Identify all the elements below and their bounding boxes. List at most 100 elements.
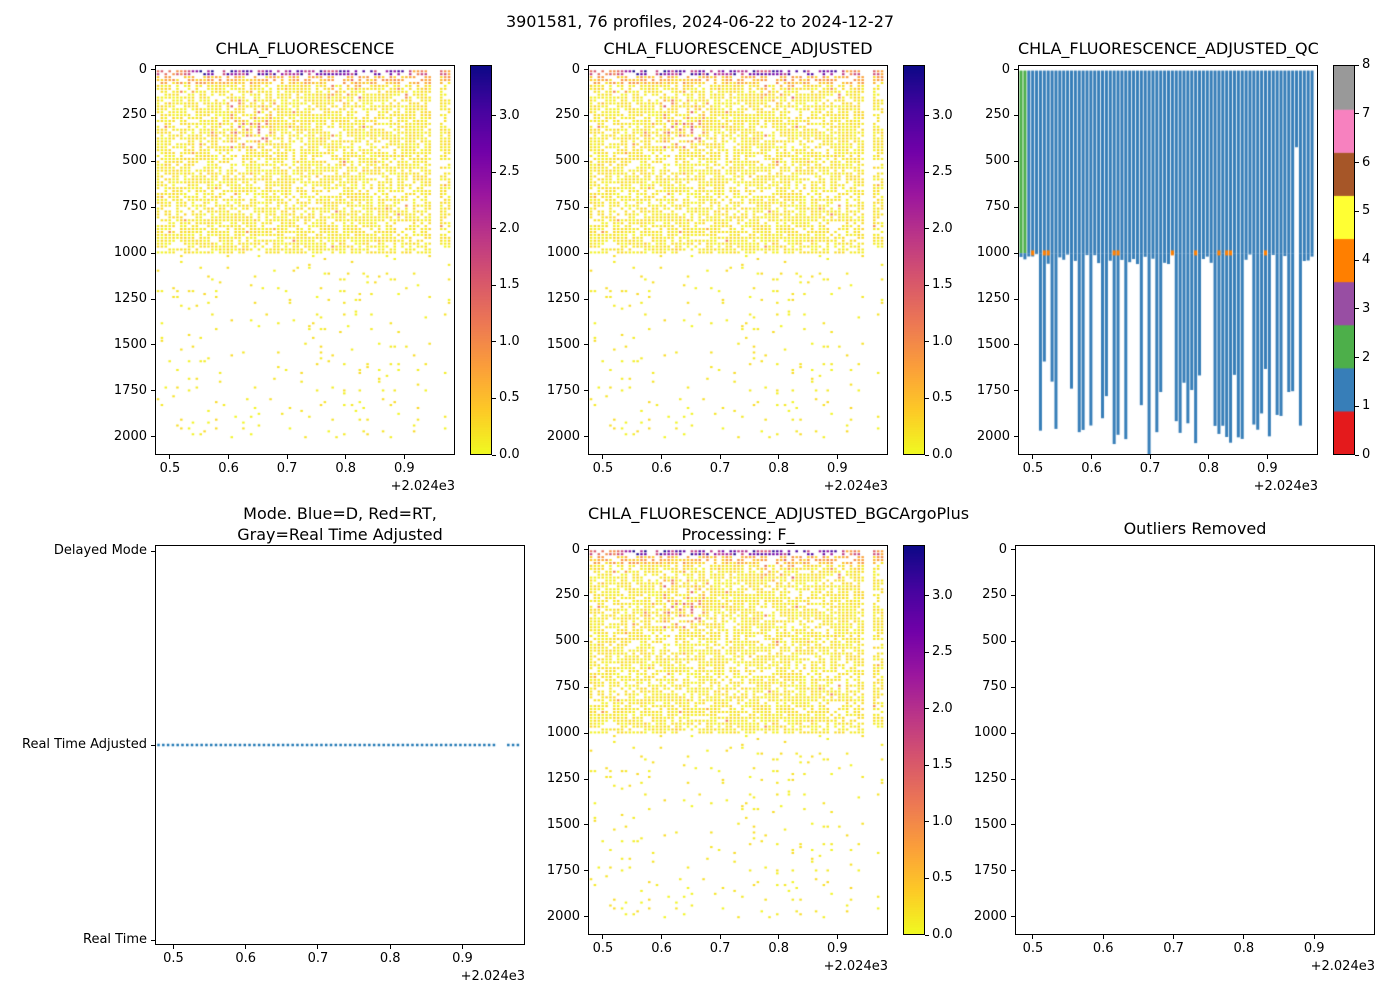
y-tick-label: 750 <box>122 199 147 215</box>
colorbar-tick-label: 1.5 <box>932 277 953 293</box>
y-tick <box>1011 686 1015 688</box>
x-axis-offset-label: +2.024e3 <box>823 959 888 974</box>
x-tick-label: 0.6 <box>235 951 257 966</box>
colorbar-tick-label: 0.5 <box>932 870 953 886</box>
y-tick-label: 2000 <box>113 428 147 444</box>
colorbar-tick-label: 0 <box>1362 447 1371 462</box>
y-tick-label: 1750 <box>113 382 147 398</box>
outliers-removed-canvas <box>1016 546 1374 934</box>
x-tick <box>1032 935 1034 939</box>
y-tick <box>584 594 588 596</box>
x-tick-label: 0.6 <box>1092 941 1114 956</box>
colorbar-tick <box>1355 357 1359 358</box>
colorbar-tick <box>925 877 929 879</box>
y-tick-label: Real Time <box>83 932 147 947</box>
colorbar-tick <box>1355 210 1359 212</box>
y-tick-label: 1500 <box>546 816 580 832</box>
colorbar-tick <box>1355 454 1359 456</box>
chla-fluorescence-canvas <box>156 66 454 454</box>
y-tick-label: 1250 <box>546 771 580 786</box>
y-tick-label: 1000 <box>113 245 147 261</box>
y-tick <box>1014 206 1018 208</box>
y-tick <box>1014 436 1018 438</box>
colorbar-tick <box>925 115 929 117</box>
x-tick <box>1149 455 1151 459</box>
y-tick <box>1011 732 1015 734</box>
x-tick-label: 0.5 <box>1022 461 1044 476</box>
colorbar-tick <box>925 821 929 823</box>
y-tick-label: 250 <box>555 107 580 123</box>
chla-fluorescence-adjusted-canvas <box>589 66 887 454</box>
colorbar-tick-label: 0.0 <box>499 447 520 462</box>
y-tick <box>151 436 155 438</box>
y-tick-label: 2000 <box>546 428 580 444</box>
x-tick <box>1173 935 1175 939</box>
colorbar-tick <box>925 228 929 230</box>
y-tick <box>151 206 155 208</box>
y-tick-label: 2000 <box>546 908 580 924</box>
x-tick-label: 0.7 <box>276 461 298 476</box>
colorbar-tick <box>1355 259 1359 261</box>
colorbar-tick <box>1355 113 1359 115</box>
x-tick-label: 0.6 <box>218 461 239 476</box>
y-tick <box>151 744 155 746</box>
y-tick-label: 750 <box>985 199 1010 215</box>
panel-title-chla-fluorescence: CHLA_FLUORESCENCE <box>215 39 395 58</box>
x-tick-label: 0.8 <box>1198 461 1220 476</box>
x-tick <box>1313 935 1315 939</box>
colorbar-tick-label: 0.0 <box>932 447 953 462</box>
y-tick-label: 1500 <box>546 336 580 352</box>
y-tick <box>584 390 588 392</box>
x-tick <box>169 455 171 459</box>
x-tick <box>778 455 780 459</box>
y-tick <box>584 916 588 918</box>
x-tick <box>1091 455 1093 459</box>
y-tick-label: 1250 <box>976 291 1010 306</box>
y-tick <box>584 298 588 300</box>
x-tick-label: 0.9 <box>452 951 473 966</box>
colorbar-tick <box>492 171 496 173</box>
colorbar-chla-fluorescence <box>470 65 492 455</box>
y-tick-label: 0 <box>1001 61 1010 77</box>
y-tick <box>1014 252 1018 254</box>
x-axis-offset-label: +2.024e3 <box>1310 959 1375 974</box>
x-tick-label: 0.9 <box>826 461 848 476</box>
colorbar-tick-label: 3 <box>1362 300 1371 316</box>
plot-area-chla-fluorescence <box>155 65 455 455</box>
colorbar-tick-label: 2.5 <box>932 644 953 660</box>
y-tick-label: 500 <box>555 153 580 169</box>
colorbar-tick <box>1355 308 1359 310</box>
x-tick-label: 0.5 <box>592 941 614 956</box>
colorbar-tick <box>925 454 929 456</box>
colorbar-tick-label: 0.5 <box>499 390 520 406</box>
colorbar-bgcargoplus <box>903 545 925 935</box>
y-tick <box>1011 778 1015 780</box>
colorbar-tick-label: 2.0 <box>932 700 953 716</box>
y-tick-label: 2000 <box>973 908 1007 924</box>
x-tick <box>1208 455 1210 459</box>
y-tick <box>584 778 588 780</box>
colorbar-tick <box>492 454 496 456</box>
y-tick <box>1011 870 1015 872</box>
y-tick <box>584 160 588 162</box>
colorbar-qc-flags <box>1333 65 1355 455</box>
y-tick-label: 1250 <box>546 291 580 306</box>
x-tick-label: 0.8 <box>335 461 357 476</box>
x-tick-label: 0.9 <box>826 941 848 956</box>
colorbar-tick-label: 7 <box>1362 105 1371 121</box>
colorbar-tick-label: 3.0 <box>499 107 520 123</box>
panel-title-bgcargoplus: CHLA_FLUORESCENCE_ADJUSTED_BGCArgoPlus P… <box>588 504 970 544</box>
x-axis-offset-label: +2.024e3 <box>823 479 888 494</box>
x-tick-label: 0.5 <box>163 951 184 966</box>
plot-area-bgcargoplus <box>588 545 888 935</box>
colorbar-gradient <box>471 66 491 454</box>
mode-canvas <box>156 546 524 944</box>
y-tick <box>151 252 155 254</box>
y-tick <box>151 344 155 346</box>
y-tick <box>151 69 155 71</box>
colorbar-tick <box>925 595 929 597</box>
colorbar-tick-label: 3.0 <box>932 107 953 123</box>
colorbar-tick <box>925 934 929 936</box>
colorbar-tick <box>1355 405 1359 407</box>
